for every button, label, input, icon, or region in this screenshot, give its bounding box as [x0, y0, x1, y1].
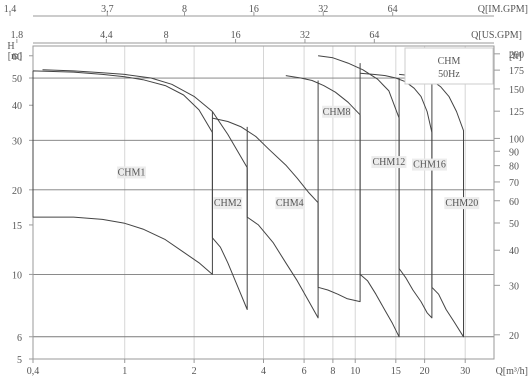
y-right-tick-label: 30 — [509, 281, 519, 292]
x-top-us-tick-label: 32 — [300, 30, 310, 41]
series-label-text: CHM20 — [445, 198, 478, 209]
series-label-text: CHM8 — [323, 107, 351, 118]
y-right-tick-label: 200 — [509, 50, 524, 61]
x-top-imperial-tick-label: 64 — [388, 4, 398, 15]
grid — [32, 46, 494, 359]
series-label-chm16: CHM16 — [411, 158, 447, 171]
x-top-imperial-tick-label: 16 — [249, 4, 259, 15]
y-right-tick-label: 175 — [509, 66, 524, 77]
x-tick-label: 4 — [261, 366, 266, 377]
x-tick-label: 8 — [330, 366, 335, 377]
curve-chm1 — [32, 70, 213, 275]
x-axis-label: Q[m³/h] — [496, 366, 528, 377]
y-tick-label: 10 — [12, 270, 22, 281]
x-tick-label: 30 — [460, 366, 470, 377]
y-right-tick-label: 150 — [509, 85, 524, 96]
series-label-text: CHM12 — [373, 157, 406, 168]
x-top-imperial-tick-label: 32 — [318, 4, 328, 15]
x-top-us-tick-label: 4.4 — [100, 30, 113, 41]
x-top-imperial-tick-label: 8 — [182, 4, 187, 15]
x-tick-label: 2 — [192, 366, 197, 377]
series-label-chm12: CHM12 — [371, 156, 407, 169]
x-top-us-tick-label: 8 — [164, 30, 169, 41]
legend: CHM 50Hz — [404, 47, 494, 85]
x-tick-label: 10 — [350, 366, 360, 377]
y-right-tick-label: 90 — [509, 147, 519, 158]
series-label-chm2: CHM2 — [213, 197, 243, 210]
legend-title: CHM — [438, 56, 461, 67]
y-axis-unit: [m] — [8, 51, 22, 62]
legend-box — [404, 47, 494, 85]
x-top-us-tick-label: 64 — [369, 30, 379, 41]
x-top-us-tick-label: 16 — [231, 30, 241, 41]
y-right-tick-label: 20 — [509, 331, 519, 342]
curve-chm12 — [318, 55, 400, 338]
curve-chm2 — [42, 69, 248, 310]
x-tick-label: 0,4 — [27, 366, 40, 377]
y-right-tick-label: 60 — [509, 197, 519, 208]
y-right-tick-label: 125 — [509, 107, 524, 118]
curves — [32, 55, 464, 338]
series-label-bg — [444, 197, 480, 210]
y-tick-label: 40 — [12, 101, 22, 112]
y-right-tick-label: 80 — [509, 162, 519, 173]
x-top-us-tick-label: 1.8 — [11, 30, 24, 41]
series-label-bg — [371, 156, 407, 169]
series-label-chm20: CHM20 — [444, 197, 480, 210]
y-tick-label: 6 — [17, 333, 22, 344]
series-label-bg — [322, 105, 351, 118]
x-top-imperial-axis-label: Q[IM.GPM] — [478, 4, 528, 15]
series-labels: CHM1 CHM2 CHM4 CHM8 CHM12 CHM16 CHM20 — [117, 105, 480, 210]
series-label-bg — [213, 197, 243, 210]
y-right-tick-label: 40 — [509, 246, 519, 257]
y-tick-label: 50 — [12, 74, 22, 85]
x-top-imperial-tick-label: 1.4 — [4, 4, 17, 15]
y-right-tick-label: 100 — [509, 134, 524, 145]
y-right-axis-unit: [ft] — [509, 51, 522, 62]
y-right-tick-label: 50 — [509, 219, 519, 230]
axes: 0,4 1 2 4 6 8 10 15 20 30 Q[m³/h]5610152030405060H… — [4, 4, 528, 377]
x-top-us-axis-label: Q[US.GPM] — [471, 30, 522, 41]
curve-chm16 — [360, 72, 433, 319]
y-tick-label: 20 — [12, 186, 22, 197]
y-tick-label: 30 — [12, 136, 22, 147]
y-right-tick-label: 70 — [509, 178, 519, 189]
series-label-bg — [117, 166, 146, 179]
x-tick-label: 20 — [420, 366, 430, 377]
y-axis-label: H — [7, 41, 14, 52]
series-label-bg — [275, 197, 305, 210]
legend-frequency: 50Hz — [438, 69, 460, 80]
x-tick-label: 1 — [122, 366, 127, 377]
series-label-chm8: CHM8 — [322, 105, 351, 118]
series-label-text: CHM2 — [214, 198, 242, 209]
series-label-chm1: CHM1 — [117, 166, 146, 179]
x-tick-label: 15 — [391, 366, 401, 377]
y-tick-label: 60 — [12, 52, 22, 63]
x-top-imperial-tick-label: 3.7 — [101, 4, 114, 15]
series-label-text: CHM16 — [413, 160, 446, 171]
series-label-bg — [411, 158, 447, 171]
curve-chm4 — [212, 117, 319, 319]
series-label-chm4: CHM4 — [275, 197, 305, 210]
series-label-text: CHM1 — [118, 167, 146, 178]
y-tick-label: 15 — [12, 221, 22, 232]
x-tick-label: 6 — [302, 366, 307, 377]
y-tick-label: 5 — [17, 355, 22, 366]
series-label-text: CHM4 — [276, 198, 304, 209]
